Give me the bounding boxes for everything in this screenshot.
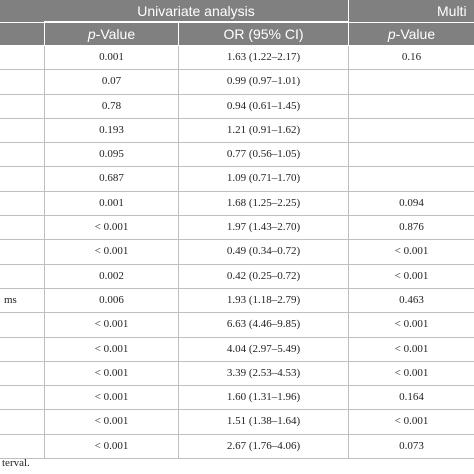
multivariate-p-value-cell xyxy=(348,94,474,119)
odds-ratio-cell: 1.09 (0.71–1.70) xyxy=(178,167,348,192)
table-row: < 0.001 3.39 (2.53–4.53) < 0.001 xyxy=(0,361,474,387)
table-row: < 0.001 2.67 (1.76–4.06) 0.073 xyxy=(0,434,474,460)
odds-ratio-cell: 1.68 (1.25–2.25) xyxy=(178,191,348,216)
p-value-cell: < 0.001 xyxy=(44,434,178,459)
multivariate-p-value-cell: 0.876 xyxy=(348,216,474,241)
p-value-cell: 0.006 xyxy=(44,288,178,313)
table-footnote: terval. xyxy=(2,457,30,469)
p-value-column-header: p-Value xyxy=(44,23,178,45)
odds-ratio-cell: 3.39 (2.53–4.53) xyxy=(178,361,348,386)
odds-ratio-cell: 4.04 (2.97–5.49) xyxy=(178,337,348,362)
table-row: 0.07 0.99 (0.97–1.01) xyxy=(0,70,474,95)
odds-ratio-cell: 1.97 (1.43–2.70) xyxy=(178,216,348,241)
odds-ratio-cell: 1.60 (1.31–1.96) xyxy=(178,386,348,411)
multivariate-p-value-cell xyxy=(348,118,474,143)
p-value-cell: < 0.001 xyxy=(44,337,178,362)
multivariate-p-value-cell: 0.16 xyxy=(348,46,474,70)
row-label: ms xyxy=(4,293,17,306)
multivariate-p-value-cell: 0.164 xyxy=(348,386,474,411)
table-row: 0.687 1.09 (0.71–1.70) xyxy=(0,167,474,192)
table-row: 0.002 0.42 (0.25–0.72) < 0.001 xyxy=(0,264,474,289)
p-value-suffix: -Value xyxy=(95,26,136,42)
table-row: < 0.001 0.49 (0.34–0.72) < 0.001 xyxy=(0,240,474,265)
multivariate-p-value-cell xyxy=(348,167,474,192)
p-value-cell: 0.07 xyxy=(44,70,178,95)
p-value-cell: 0.095 xyxy=(44,143,178,168)
multivariate-p-value-cell: < 0.001 xyxy=(348,264,474,289)
table-row: < 0.001 1.51 (1.38–1.64) < 0.001 xyxy=(0,410,474,435)
odds-ratio-cell: 0.77 (0.56–1.05) xyxy=(178,143,348,168)
multivariate-p-value-cell xyxy=(348,70,474,95)
odds-ratio-cell: 0.42 (0.25–0.72) xyxy=(178,264,348,289)
mp-value-suffix: -Value xyxy=(395,26,436,42)
odds-ratio-cell: 2.67 (1.76–4.06) xyxy=(178,434,348,459)
table-row: < 0.001 6.63 (4.46–9.85) < 0.001 xyxy=(0,313,474,338)
p-value-cell: < 0.001 xyxy=(44,216,178,241)
p-value-cell: < 0.001 xyxy=(44,410,178,435)
table-row: 0.193 1.21 (0.91–1.62) xyxy=(0,118,474,144)
odds-ratio-cell: 0.49 (0.34–0.72) xyxy=(178,240,348,265)
odds-ratio-cell: 1.93 (1.18–2.79) xyxy=(178,288,348,313)
multivariate-p-value-cell xyxy=(348,143,474,168)
p-value-cell: 0.002 xyxy=(44,264,178,289)
p-value-cell: 0.001 xyxy=(44,191,178,216)
header-row-columns: p-Value OR (95% CI) p-Value xyxy=(0,23,474,45)
or-column-header: OR (95% CI) xyxy=(178,23,348,45)
p-value-cell: < 0.001 xyxy=(44,313,178,338)
table-row: < 0.001 4.04 (2.97–5.49) < 0.001 xyxy=(0,337,474,362)
p-value-cell: 0.78 xyxy=(44,94,178,119)
table-row: 0.78 0.94 (0.61–1.45) xyxy=(0,94,474,119)
p-value-cell: < 0.001 xyxy=(44,361,178,386)
table-row: < 0.001 1.97 (1.43–2.70) 0.876 xyxy=(0,216,474,241)
multivariate-p-value-cell: < 0.001 xyxy=(348,313,474,338)
odds-ratio-cell: 6.63 (4.46–9.85) xyxy=(178,313,348,338)
multivariate-p-value-cell: < 0.001 xyxy=(348,240,474,265)
table-row: < 0.001 1.60 (1.31–1.96) 0.164 xyxy=(0,386,474,411)
table-row: 0.001 1.68 (1.25–2.25) 0.094 xyxy=(0,191,474,217)
p-italic: p xyxy=(87,26,96,42)
odds-ratio-cell: 0.99 (0.97–1.01) xyxy=(178,70,348,95)
p-value-cell: 0.193 xyxy=(44,118,178,143)
multivariate-p-value-cell: 0.463 xyxy=(348,288,474,313)
odds-ratio-cell: 0.94 (0.61–1.45) xyxy=(178,94,348,119)
odds-ratio-cell: 1.21 (0.91–1.62) xyxy=(178,118,348,143)
table-row: ms 0.006 1.93 (1.18–2.79) 0.463 xyxy=(0,288,474,314)
multivariate-p-value-cell: 0.073 xyxy=(348,434,474,459)
multivariate-analysis-header: Multi xyxy=(348,0,474,22)
odds-ratio-cell: 1.63 (1.22–2.17) xyxy=(178,46,348,70)
odds-ratio-cell: 1.51 (1.38–1.64) xyxy=(178,410,348,435)
p-value-cell: < 0.001 xyxy=(44,386,178,411)
p-value-cell: 0.687 xyxy=(44,167,178,192)
multivariate-p-value-column-header: p-Value xyxy=(348,23,474,45)
table-row: 0.001 1.63 (1.22–2.17) 0.16 xyxy=(0,46,474,71)
table-row: 0.095 0.77 (0.56–1.05) xyxy=(0,143,474,168)
multivariate-p-value-cell: < 0.001 xyxy=(348,337,474,362)
header-row-groups: Univariate analysis Multi xyxy=(0,0,474,22)
multivariate-p-value-cell: < 0.001 xyxy=(348,361,474,386)
table-body: 0.001 1.63 (1.22–2.17) 0.16 0.07 0.99 (0.97–… xyxy=(0,46,474,460)
multivariate-p-value-cell: < 0.001 xyxy=(348,410,474,435)
p-value-cell: 0.001 xyxy=(44,46,178,70)
multivariate-p-value-cell: 0.094 xyxy=(348,191,474,216)
p-value-cell: < 0.001 xyxy=(44,240,178,265)
mp-italic: p xyxy=(387,26,396,42)
univariate-analysis-header: Univariate analysis xyxy=(44,0,348,22)
